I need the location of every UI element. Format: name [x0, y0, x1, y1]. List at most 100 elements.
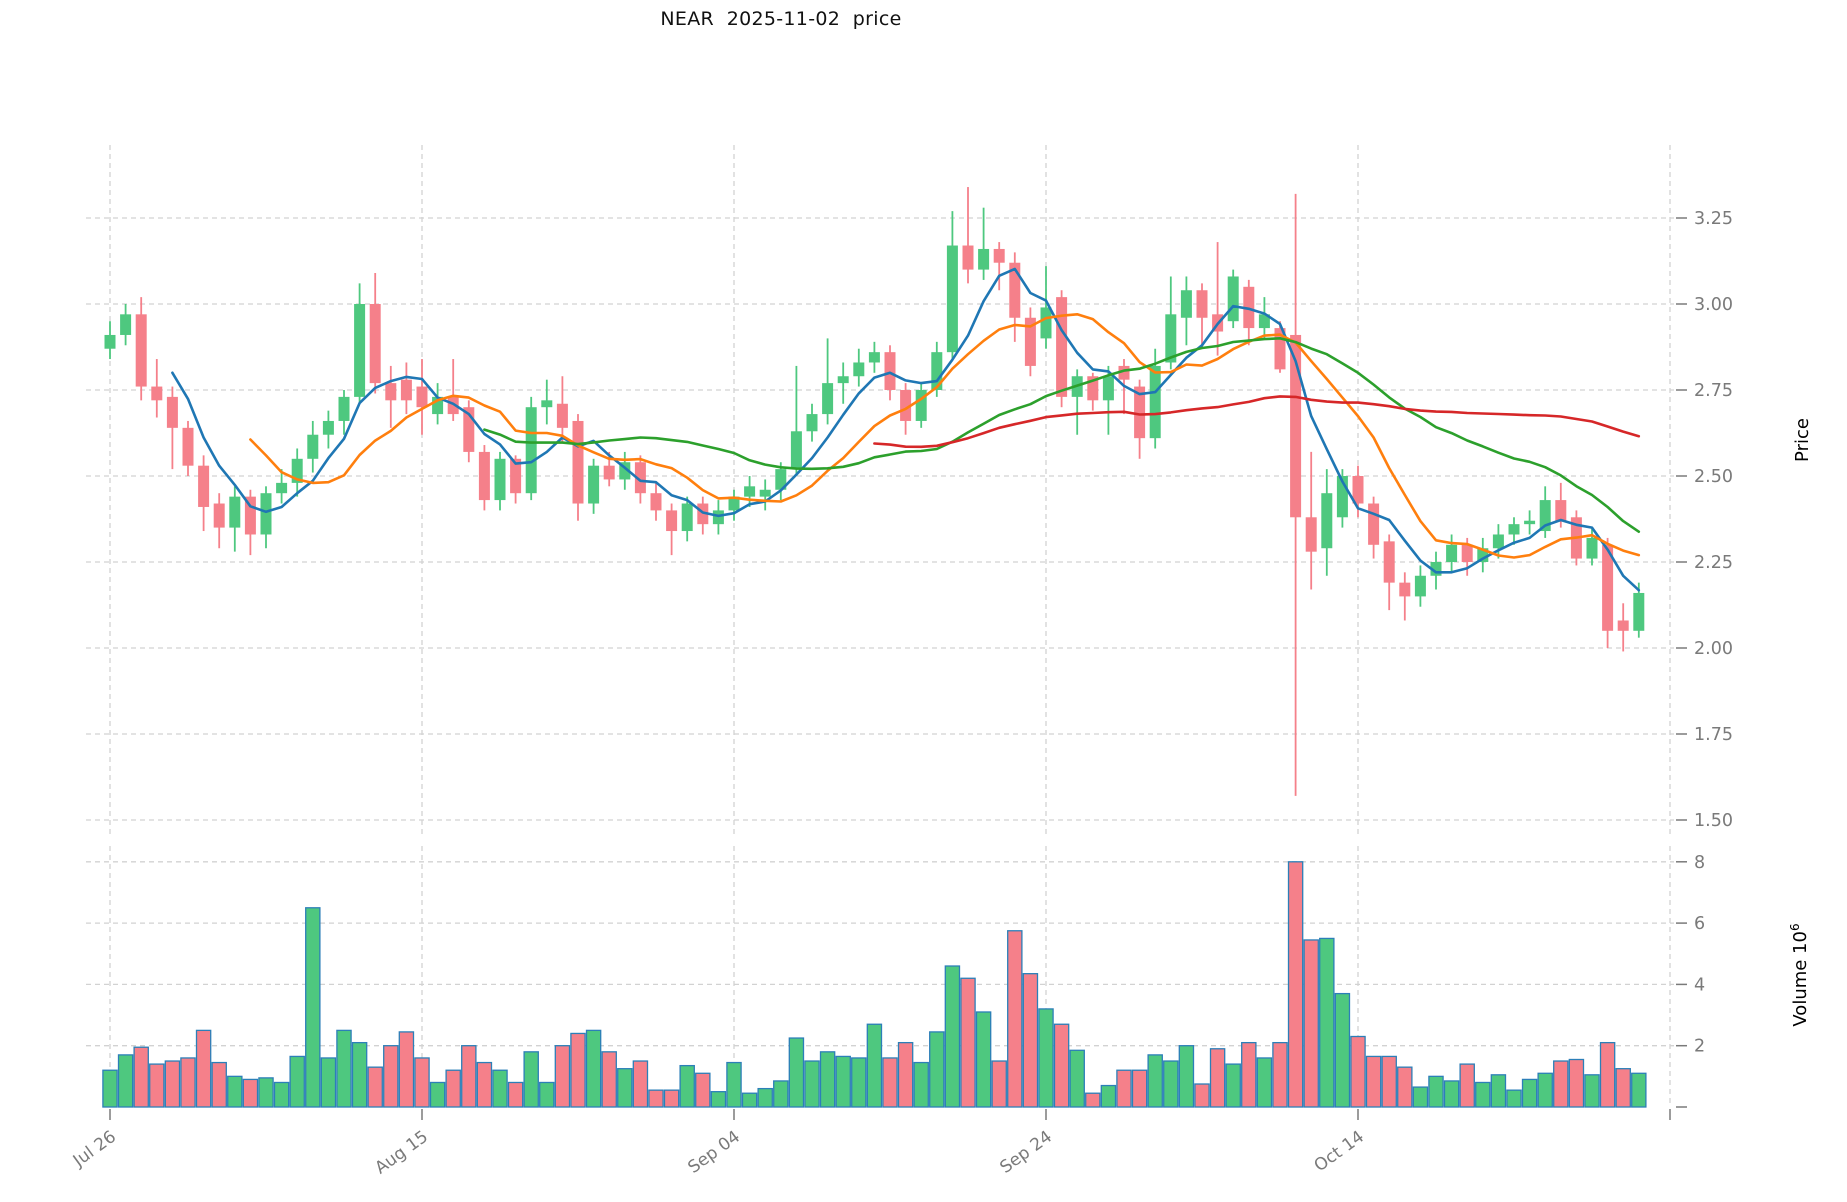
- volume-tick-label: 4: [1694, 975, 1705, 995]
- volume-bar: [1599, 1041, 1616, 1108]
- volume-bar: [1225, 1063, 1241, 1108]
- volume-bar: [726, 1061, 742, 1108]
- volume-bar: [476, 1061, 493, 1108]
- volume-axis: 8 6 4 2: [1676, 853, 1705, 1108]
- volume-bar: [1428, 1075, 1444, 1108]
- candle-body: [728, 496, 740, 511]
- volume-bar: [258, 1077, 274, 1108]
- candle-body: [1555, 500, 1567, 521]
- candle-body: [525, 407, 537, 494]
- volume-bar: [882, 1057, 898, 1108]
- volume-bar: [1397, 1066, 1413, 1108]
- volume-bar: [227, 1075, 243, 1108]
- volume-bar: [1553, 1060, 1569, 1108]
- volume-bar: [1131, 1069, 1148, 1108]
- candle-body: [1321, 493, 1333, 549]
- volume-tick-label: 2: [1694, 1037, 1705, 1057]
- candle-body: [182, 427, 194, 466]
- volume-bar: [1521, 1078, 1538, 1108]
- volume-bar: [1490, 1074, 1507, 1108]
- candle-body: [650, 493, 662, 511]
- volume-bar: [570, 1032, 586, 1108]
- candle-body: [369, 304, 381, 384]
- candle-body: [744, 486, 756, 497]
- volume-bar: [336, 1029, 352, 1108]
- volume-bar: [1381, 1055, 1397, 1108]
- volume-bar: [102, 1069, 118, 1108]
- volume-bar: [539, 1081, 555, 1108]
- volume-bar: [1568, 1058, 1585, 1108]
- candle-body: [853, 362, 865, 377]
- candle-body: [1040, 307, 1052, 339]
- ma-50-line: [873, 395, 1641, 449]
- ma-10-line: [249, 312, 1641, 559]
- volume-bar: [1209, 1048, 1226, 1108]
- candle-body: [1149, 365, 1161, 439]
- candle-body: [697, 503, 709, 525]
- volume-series: [102, 861, 1647, 1108]
- candle-body: [213, 503, 225, 528]
- ma-25-line: [483, 336, 1641, 534]
- volume-bar: [757, 1087, 773, 1108]
- volume-bar: [1194, 1083, 1210, 1108]
- candle-body: [229, 496, 241, 528]
- candle-body: [1118, 365, 1130, 380]
- volume-bar: [1147, 1054, 1163, 1108]
- candle-body: [1492, 534, 1504, 549]
- volume-bar: [663, 1089, 680, 1108]
- volume-bar: [117, 1054, 134, 1108]
- volume-bar: [960, 977, 976, 1108]
- volume-bar: [1319, 937, 1335, 1108]
- candle-body: [291, 458, 303, 483]
- volume-bar: [507, 1081, 524, 1108]
- volume-bar: [679, 1064, 695, 1108]
- volume-bar: [1022, 973, 1039, 1108]
- volume-bar: [1412, 1086, 1429, 1108]
- candle-body: [166, 396, 178, 428]
- candle-body: [931, 352, 943, 390]
- candle-body: [1602, 544, 1614, 631]
- volume-bar: [351, 1041, 368, 1108]
- candle-body: [868, 352, 880, 363]
- price-tick-label: 3.25: [1694, 209, 1733, 229]
- volume-bar: [1475, 1081, 1491, 1108]
- candle-body: [946, 245, 958, 353]
- volume-bar: [913, 1061, 929, 1108]
- volume-bar: [305, 907, 321, 1108]
- volume-bar: [429, 1081, 446, 1108]
- volume-bar: [1085, 1092, 1101, 1108]
- candle-body: [884, 352, 896, 390]
- candle-body: [1383, 541, 1395, 583]
- candle-body: [1056, 297, 1068, 397]
- volume-bar: [866, 1023, 883, 1108]
- volume-tick-label: 8: [1694, 853, 1705, 873]
- volume-bar: [1615, 1068, 1631, 1108]
- volume-bar: [1272, 1041, 1288, 1108]
- x-tick-label-oct-14: Oct 14: [1311, 1127, 1368, 1176]
- candle-body: [1102, 376, 1114, 401]
- volume-bar: [695, 1072, 711, 1108]
- volume-bar: [804, 1060, 820, 1108]
- volume-bar: [741, 1092, 758, 1108]
- candle-body: [463, 407, 475, 452]
- candle-body: [822, 383, 834, 415]
- volume-bar: [975, 1011, 992, 1108]
- price-tick-label: 1.50: [1694, 811, 1733, 831]
- volume-bar: [1116, 1069, 1132, 1108]
- volume-bar: [242, 1078, 259, 1108]
- candle-body: [1024, 317, 1036, 366]
- candle-body: [619, 462, 631, 480]
- candle-body: [900, 390, 912, 421]
- volume-bar: [289, 1055, 305, 1108]
- volume-bar: [1100, 1084, 1117, 1108]
- candle-body: [806, 414, 818, 432]
- volume-bar: [1334, 992, 1351, 1108]
- candle-body: [338, 396, 350, 421]
- volume-bar: [1303, 939, 1319, 1108]
- x-tick-label-sep-24: Sep 24: [996, 1127, 1056, 1178]
- volume-bar: [523, 1051, 539, 1108]
- volume-bar: [180, 1057, 196, 1108]
- price-axis-title: Price: [1792, 418, 1813, 462]
- candle-body: [1446, 544, 1458, 562]
- candle-body: [572, 420, 584, 504]
